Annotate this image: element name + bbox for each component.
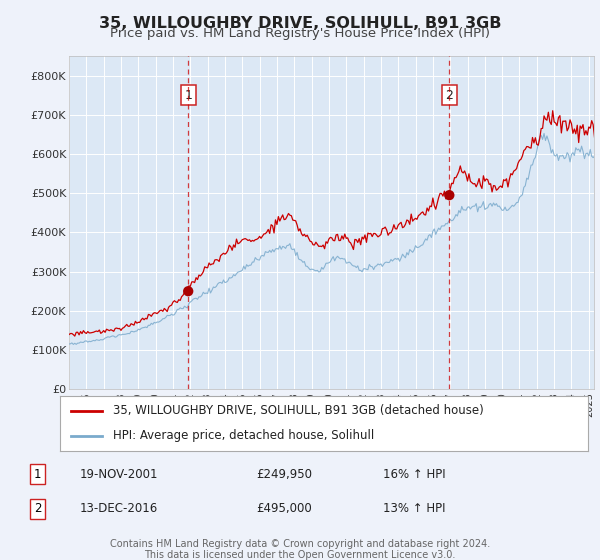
Text: Contains HM Land Registry data © Crown copyright and database right 2024.: Contains HM Land Registry data © Crown c…: [110, 539, 490, 549]
Text: 16% ↑ HPI: 16% ↑ HPI: [383, 468, 445, 480]
Text: 19-NOV-2001: 19-NOV-2001: [79, 468, 158, 480]
Point: [184, 287, 193, 296]
Point: [445, 191, 454, 200]
Text: 2: 2: [34, 502, 41, 515]
Text: 13% ↑ HPI: 13% ↑ HPI: [383, 502, 445, 515]
Text: 35, WILLOUGHBY DRIVE, SOLIHULL, B91 3GB (detached house): 35, WILLOUGHBY DRIVE, SOLIHULL, B91 3GB …: [113, 404, 484, 417]
Text: Price paid vs. HM Land Registry's House Price Index (HPI): Price paid vs. HM Land Registry's House …: [110, 27, 490, 40]
Text: 2: 2: [445, 88, 453, 102]
Text: 1: 1: [34, 468, 41, 480]
Text: £495,000: £495,000: [256, 502, 311, 515]
Text: 13-DEC-2016: 13-DEC-2016: [79, 502, 157, 515]
Text: £249,950: £249,950: [256, 468, 312, 480]
Text: HPI: Average price, detached house, Solihull: HPI: Average price, detached house, Soli…: [113, 430, 374, 442]
Text: 35, WILLOUGHBY DRIVE, SOLIHULL, B91 3GB: 35, WILLOUGHBY DRIVE, SOLIHULL, B91 3GB: [99, 16, 501, 31]
Text: 1: 1: [184, 88, 192, 102]
Text: This data is licensed under the Open Government Licence v3.0.: This data is licensed under the Open Gov…: [145, 550, 455, 560]
